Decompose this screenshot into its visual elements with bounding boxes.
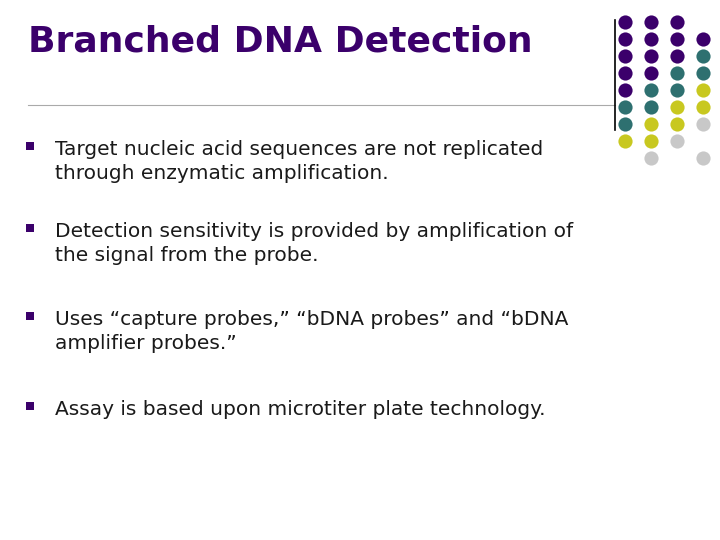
Text: Target nucleic acid sequences are not replicated
through enzymatic amplification: Target nucleic acid sequences are not re… bbox=[55, 140, 544, 183]
Point bbox=[671, 18, 683, 26]
Text: Branched DNA Detection: Branched DNA Detection bbox=[28, 24, 533, 58]
Point bbox=[697, 103, 708, 111]
Point bbox=[671, 69, 683, 77]
Point bbox=[697, 86, 708, 94]
Point bbox=[619, 52, 631, 60]
Point bbox=[671, 35, 683, 43]
Point bbox=[645, 137, 657, 145]
Point bbox=[697, 69, 708, 77]
Point bbox=[671, 52, 683, 60]
Point bbox=[671, 86, 683, 94]
Point bbox=[697, 35, 708, 43]
Text: Assay is based upon microtiter plate technology.: Assay is based upon microtiter plate tec… bbox=[55, 400, 546, 419]
Point bbox=[671, 120, 683, 129]
Point bbox=[645, 18, 657, 26]
Point bbox=[645, 154, 657, 163]
Point bbox=[24, 224, 36, 232]
Point bbox=[671, 103, 683, 111]
Point bbox=[645, 120, 657, 129]
Point bbox=[645, 69, 657, 77]
Point bbox=[619, 137, 631, 145]
Point bbox=[24, 402, 36, 410]
Text: Uses “capture probes,” “bDNA probes” and “bDNA
amplifier probes.”: Uses “capture probes,” “bDNA probes” and… bbox=[55, 310, 568, 353]
Point bbox=[619, 69, 631, 77]
Point bbox=[619, 18, 631, 26]
Point bbox=[619, 120, 631, 129]
Point bbox=[645, 86, 657, 94]
Point bbox=[645, 52, 657, 60]
Text: Detection sensitivity is provided by amplification of
the signal from the probe.: Detection sensitivity is provided by amp… bbox=[55, 222, 573, 265]
Point bbox=[645, 35, 657, 43]
Point bbox=[619, 86, 631, 94]
Point bbox=[697, 120, 708, 129]
Point bbox=[697, 154, 708, 163]
Point bbox=[619, 35, 631, 43]
Point bbox=[24, 312, 36, 320]
Point bbox=[24, 141, 36, 150]
Point bbox=[671, 137, 683, 145]
Point bbox=[645, 103, 657, 111]
Point bbox=[697, 52, 708, 60]
Point bbox=[619, 103, 631, 111]
